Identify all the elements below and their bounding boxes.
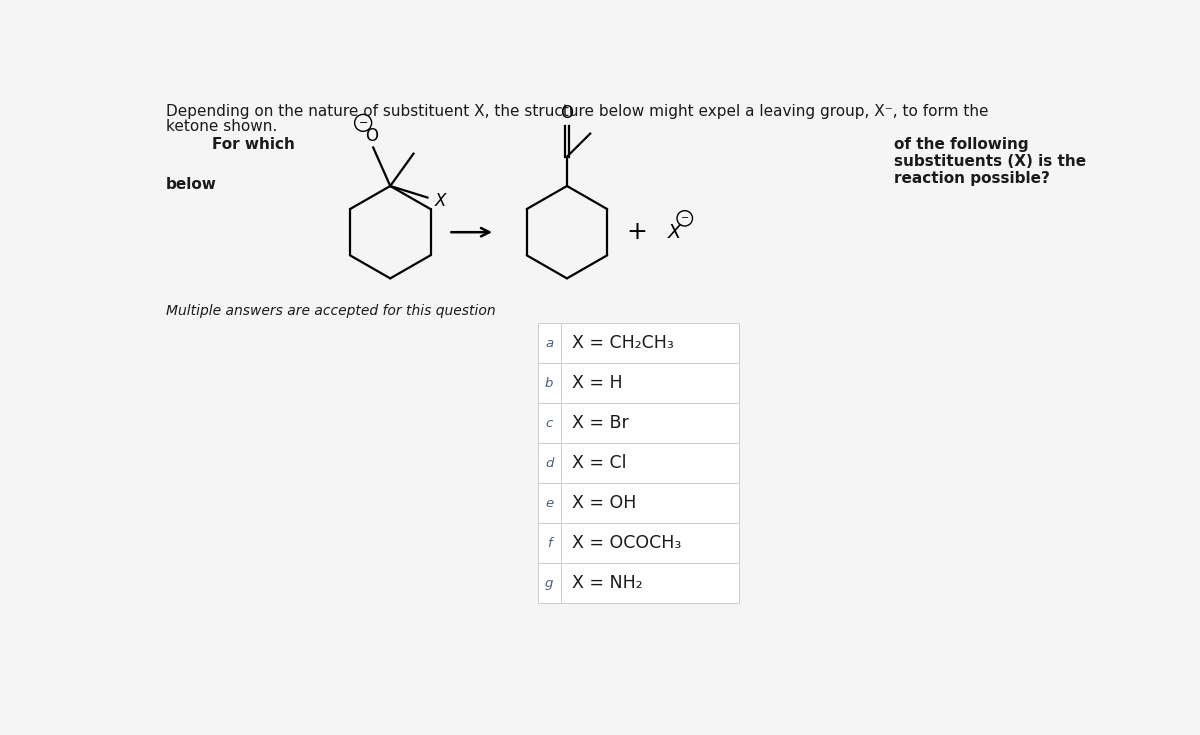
Text: X: X: [667, 223, 682, 242]
Text: O: O: [365, 127, 378, 146]
FancyBboxPatch shape: [538, 323, 739, 363]
Text: of the following: of the following: [894, 137, 1028, 151]
Text: f: f: [547, 537, 552, 550]
Text: d: d: [545, 456, 553, 470]
Text: g: g: [545, 577, 553, 589]
FancyBboxPatch shape: [538, 403, 739, 443]
FancyBboxPatch shape: [538, 363, 739, 403]
Text: X = CH₂CH₃: X = CH₂CH₃: [572, 334, 674, 352]
Text: Depending on the nature of substituent X, the structure below might expel a leav: Depending on the nature of substituent X…: [166, 104, 988, 118]
FancyBboxPatch shape: [538, 563, 739, 603]
Text: −: −: [359, 118, 368, 128]
Text: For which: For which: [212, 137, 295, 151]
Text: X: X: [436, 193, 446, 210]
FancyBboxPatch shape: [538, 443, 739, 483]
Text: a: a: [545, 337, 553, 350]
Text: X = H: X = H: [572, 374, 623, 392]
Text: ketone shown.: ketone shown.: [166, 119, 277, 134]
Text: reaction possible?: reaction possible?: [894, 171, 1050, 186]
Text: −: −: [680, 213, 689, 223]
Text: e: e: [545, 497, 553, 510]
Text: b: b: [545, 376, 553, 390]
Text: X = NH₂: X = NH₂: [572, 574, 643, 592]
Text: c: c: [546, 417, 553, 430]
Text: +: +: [626, 220, 647, 244]
FancyBboxPatch shape: [538, 523, 739, 563]
Text: substituents (X) is the: substituents (X) is the: [894, 154, 1086, 168]
Text: X = Br: X = Br: [572, 414, 629, 432]
Text: X = OH: X = OH: [572, 494, 637, 512]
Text: below: below: [166, 176, 216, 192]
Text: X = Cl: X = Cl: [572, 454, 626, 472]
Text: O: O: [560, 104, 574, 122]
FancyBboxPatch shape: [538, 483, 739, 523]
Text: X = OCOCH₃: X = OCOCH₃: [572, 534, 682, 552]
Text: Multiple answers are accepted for this question: Multiple answers are accepted for this q…: [166, 304, 496, 318]
